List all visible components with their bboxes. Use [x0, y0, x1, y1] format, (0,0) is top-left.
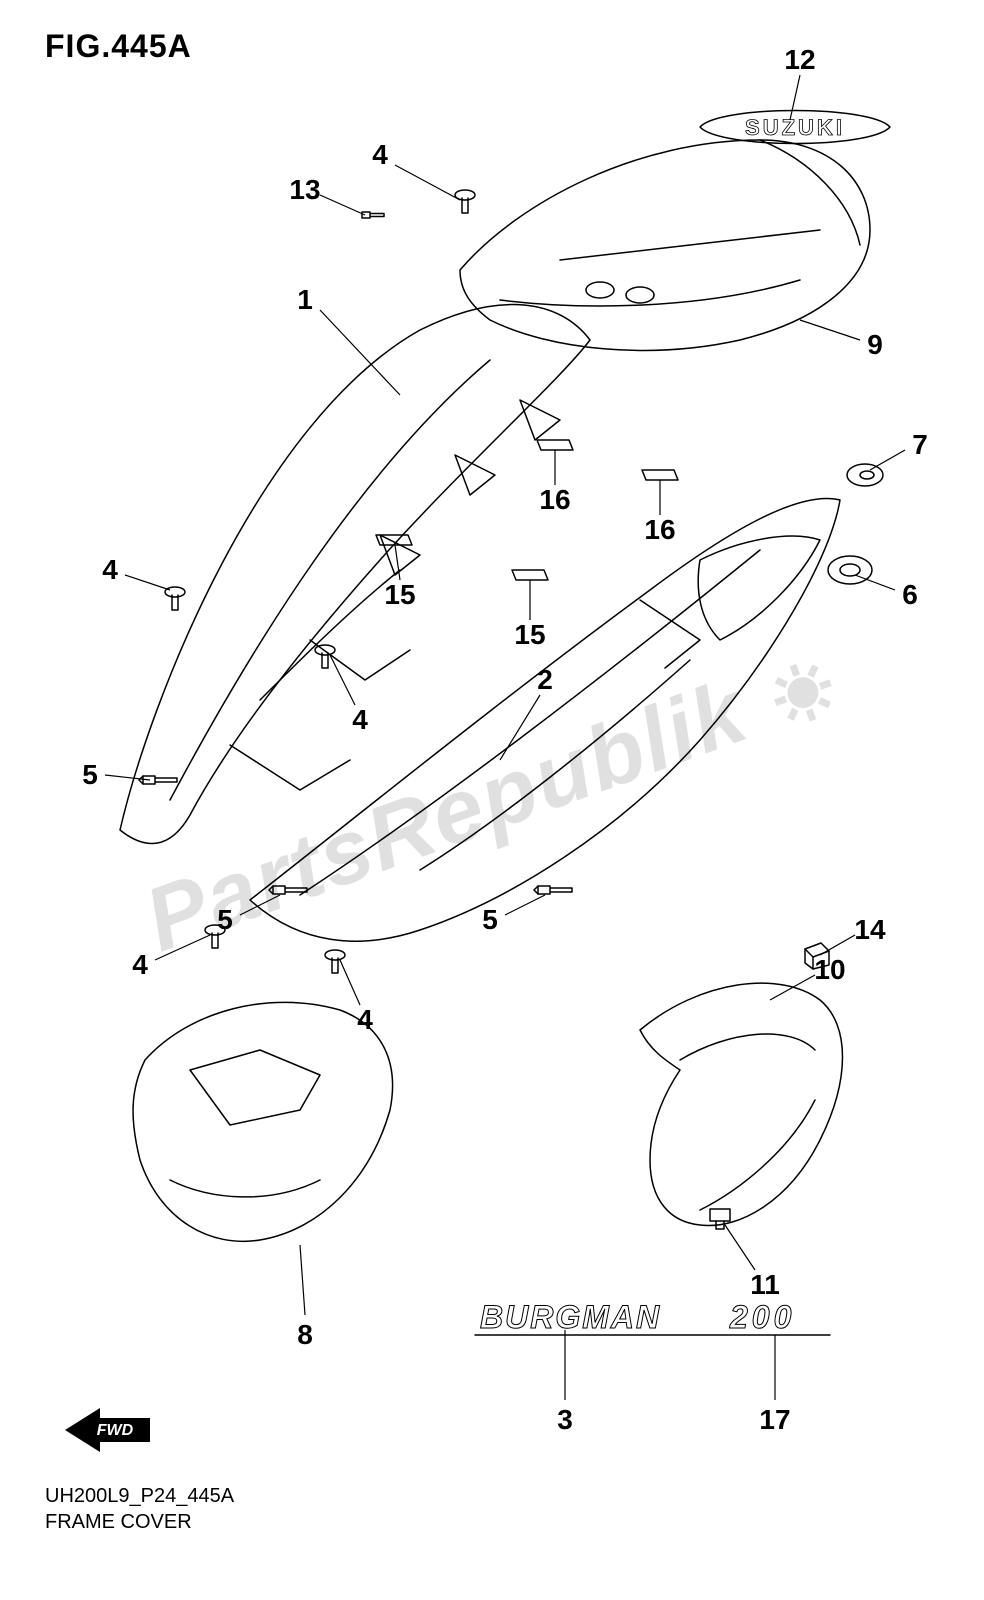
- callout-3: 3: [557, 1404, 573, 1436]
- callout-4: 4: [357, 1004, 373, 1036]
- callout-14: 14: [854, 914, 885, 946]
- callout-leader-4: [330, 655, 355, 705]
- callout-4: 4: [352, 704, 368, 736]
- callout-12: 12: [784, 44, 815, 76]
- part-10-rear-side-panel: [640, 983, 843, 1225]
- figure-code: UH200L9_P24_445A FRAME COVER: [45, 1483, 234, 1535]
- part-8-lower-cover: [133, 1002, 393, 1241]
- callout-2: 2: [537, 664, 553, 696]
- exploded-diagram: SUZUKI BURGMAN 200 FWD: [0, 0, 984, 1600]
- callout-8: 8: [297, 1319, 313, 1351]
- leader-lines: [105, 75, 905, 1400]
- fwd-label: FWD: [97, 1422, 134, 1439]
- callout-13: 13: [289, 174, 320, 206]
- callout-leader-1: [320, 310, 400, 395]
- fasteners: [139, 190, 883, 1229]
- callout-leader-7: [870, 450, 905, 470]
- callout-15: 15: [514, 619, 545, 651]
- callout-4: 4: [132, 949, 148, 981]
- fwd-badge: FWD: [65, 1408, 150, 1452]
- callout-16: 16: [644, 514, 675, 546]
- callout-16: 16: [539, 484, 570, 516]
- model-emblem: BURGMAN 200: [475, 1299, 830, 1335]
- callout-1: 1: [297, 284, 313, 316]
- callout-leader-4: [125, 575, 170, 590]
- callout-leader-13: [320, 195, 365, 215]
- callout-leader-5: [505, 895, 545, 915]
- callout-17: 17: [759, 1404, 790, 1436]
- callout-5: 5: [82, 759, 98, 791]
- callout-leader-11: [725, 1225, 755, 1270]
- part-1-frame-cover-left: [120, 305, 590, 844]
- callout-5: 5: [482, 904, 498, 936]
- part-9-rear-cover: [460, 140, 870, 350]
- part-2-frame-cover-right: [250, 498, 840, 941]
- callout-4: 4: [102, 554, 118, 586]
- callout-leader-4: [340, 960, 360, 1005]
- model-text-1: BURGMAN: [480, 1299, 661, 1335]
- callout-10: 10: [814, 954, 845, 986]
- callout-leader-12: [790, 75, 800, 120]
- callout-7: 7: [912, 429, 928, 461]
- callout-6: 6: [902, 579, 918, 611]
- callout-leader-5: [240, 895, 280, 915]
- callout-9: 9: [867, 329, 883, 361]
- figure-code-line2: FRAME COVER: [45, 1509, 234, 1535]
- callout-4: 4: [372, 139, 388, 171]
- figure-title: FIG.445A: [45, 28, 192, 65]
- callout-leader-8: [300, 1245, 305, 1315]
- callout-11: 11: [750, 1269, 780, 1301]
- callout-15: 15: [384, 579, 415, 611]
- callout-5: 5: [217, 904, 233, 936]
- callout-leader-9: [800, 320, 860, 340]
- model-text-2: 200: [729, 1299, 795, 1335]
- figure-code-line1: UH200L9_P24_445A: [45, 1483, 234, 1509]
- callout-leader-4: [395, 165, 460, 200]
- brand-emblem: SUZUKI: [700, 111, 890, 144]
- callout-leader-4: [155, 935, 210, 960]
- brand-emblem-text: SUZUKI: [745, 115, 845, 140]
